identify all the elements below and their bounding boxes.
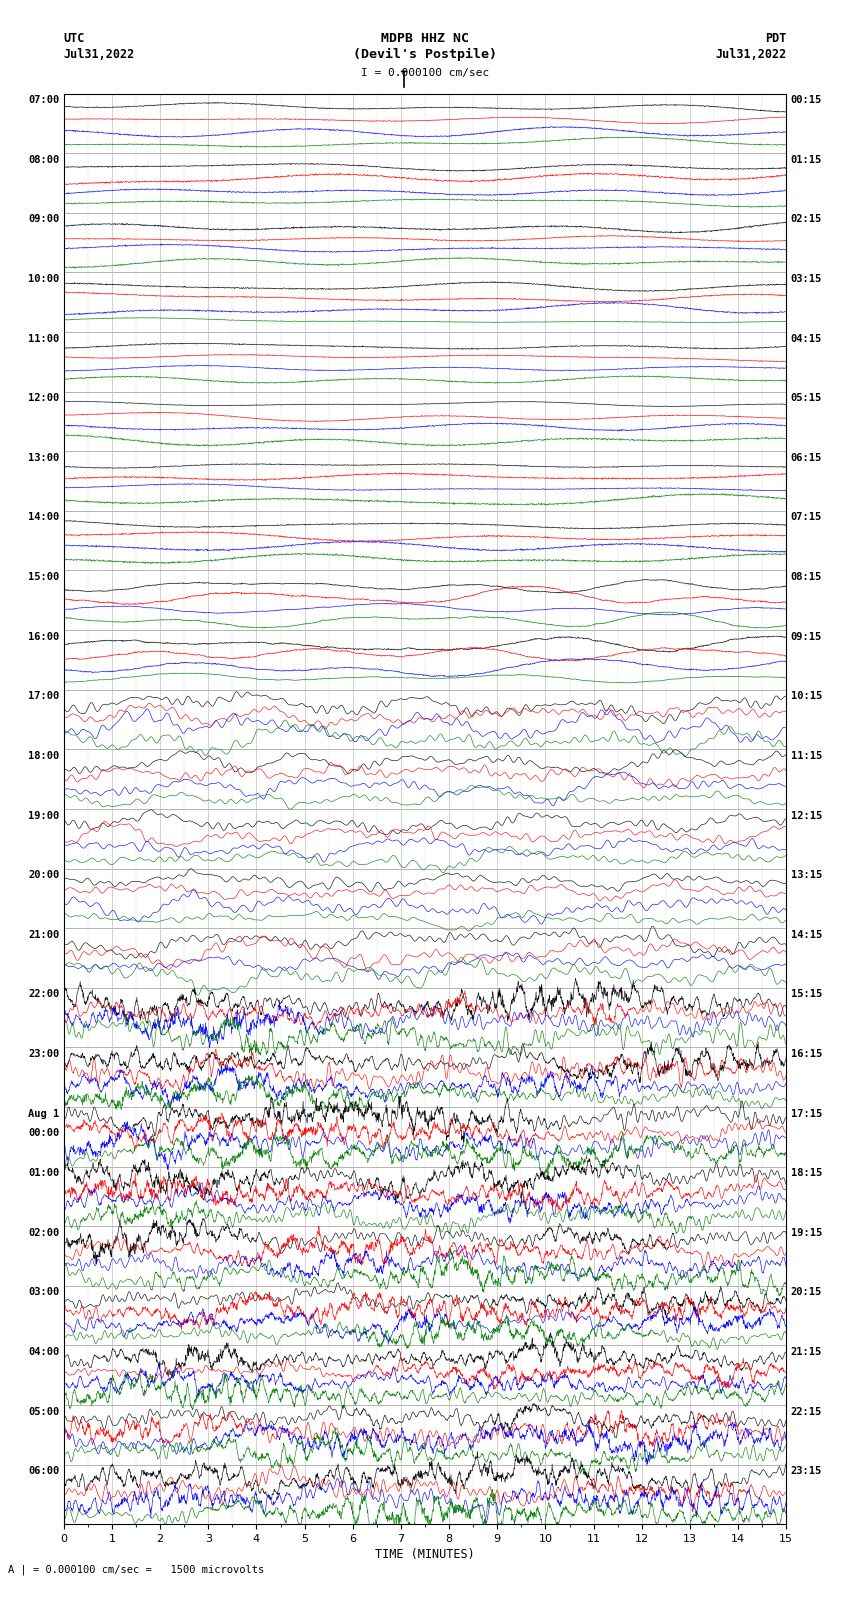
Text: 02:15: 02:15 [790, 215, 822, 224]
Text: 16:15: 16:15 [790, 1048, 822, 1060]
Text: 06:15: 06:15 [790, 453, 822, 463]
Text: 13:00: 13:00 [28, 453, 60, 463]
X-axis label: TIME (MINUTES): TIME (MINUTES) [375, 1548, 475, 1561]
Text: 22:00: 22:00 [28, 989, 60, 1000]
Text: Aug 1: Aug 1 [28, 1108, 60, 1118]
Text: 10:00: 10:00 [28, 274, 60, 284]
Text: (Devil's Postpile): (Devil's Postpile) [353, 48, 497, 61]
Text: 11:15: 11:15 [790, 752, 822, 761]
Text: 05:15: 05:15 [790, 394, 822, 403]
Text: 23:15: 23:15 [790, 1466, 822, 1476]
Text: 22:15: 22:15 [790, 1407, 822, 1416]
Text: 07:15: 07:15 [790, 513, 822, 523]
Text: 19:15: 19:15 [790, 1227, 822, 1237]
Text: 15:00: 15:00 [28, 573, 60, 582]
Text: 19:00: 19:00 [28, 811, 60, 821]
Text: 10:15: 10:15 [790, 692, 822, 702]
Text: PDT: PDT [765, 32, 786, 45]
Text: 09:00: 09:00 [28, 215, 60, 224]
Text: 01:15: 01:15 [790, 155, 822, 165]
Text: 04:00: 04:00 [28, 1347, 60, 1357]
Text: 13:15: 13:15 [790, 869, 822, 881]
Text: 12:00: 12:00 [28, 394, 60, 403]
Text: UTC: UTC [64, 32, 85, 45]
Text: 14:15: 14:15 [790, 929, 822, 940]
Text: 17:15: 17:15 [790, 1108, 822, 1118]
Text: 08:15: 08:15 [790, 573, 822, 582]
Text: 18:15: 18:15 [790, 1168, 822, 1177]
Text: 05:00: 05:00 [28, 1407, 60, 1416]
Text: 02:00: 02:00 [28, 1227, 60, 1237]
Text: 01:00: 01:00 [28, 1168, 60, 1177]
Text: 20:15: 20:15 [790, 1287, 822, 1297]
Text: 21:00: 21:00 [28, 929, 60, 940]
Text: A | = 0.000100 cm/sec =   1500 microvolts: A | = 0.000100 cm/sec = 1500 microvolts [8, 1565, 264, 1576]
Text: 00:15: 00:15 [790, 95, 822, 105]
Text: 09:15: 09:15 [790, 632, 822, 642]
Text: 06:00: 06:00 [28, 1466, 60, 1476]
Text: 03:00: 03:00 [28, 1287, 60, 1297]
Text: I = 0.000100 cm/sec: I = 0.000100 cm/sec [361, 68, 489, 77]
Text: 03:15: 03:15 [790, 274, 822, 284]
Text: 23:00: 23:00 [28, 1048, 60, 1060]
Text: 21:15: 21:15 [790, 1347, 822, 1357]
Text: 17:00: 17:00 [28, 692, 60, 702]
Text: 15:15: 15:15 [790, 989, 822, 1000]
Text: Jul31,2022: Jul31,2022 [715, 48, 786, 61]
Text: 12:15: 12:15 [790, 811, 822, 821]
Text: 14:00: 14:00 [28, 513, 60, 523]
Text: 00:00: 00:00 [28, 1127, 60, 1137]
Text: 04:15: 04:15 [790, 334, 822, 344]
Text: 20:00: 20:00 [28, 869, 60, 881]
Text: 07:00: 07:00 [28, 95, 60, 105]
Text: 16:00: 16:00 [28, 632, 60, 642]
Text: Jul31,2022: Jul31,2022 [64, 48, 135, 61]
Text: 18:00: 18:00 [28, 752, 60, 761]
Text: 11:00: 11:00 [28, 334, 60, 344]
Text: 08:00: 08:00 [28, 155, 60, 165]
Text: MDPB HHZ NC: MDPB HHZ NC [381, 32, 469, 45]
